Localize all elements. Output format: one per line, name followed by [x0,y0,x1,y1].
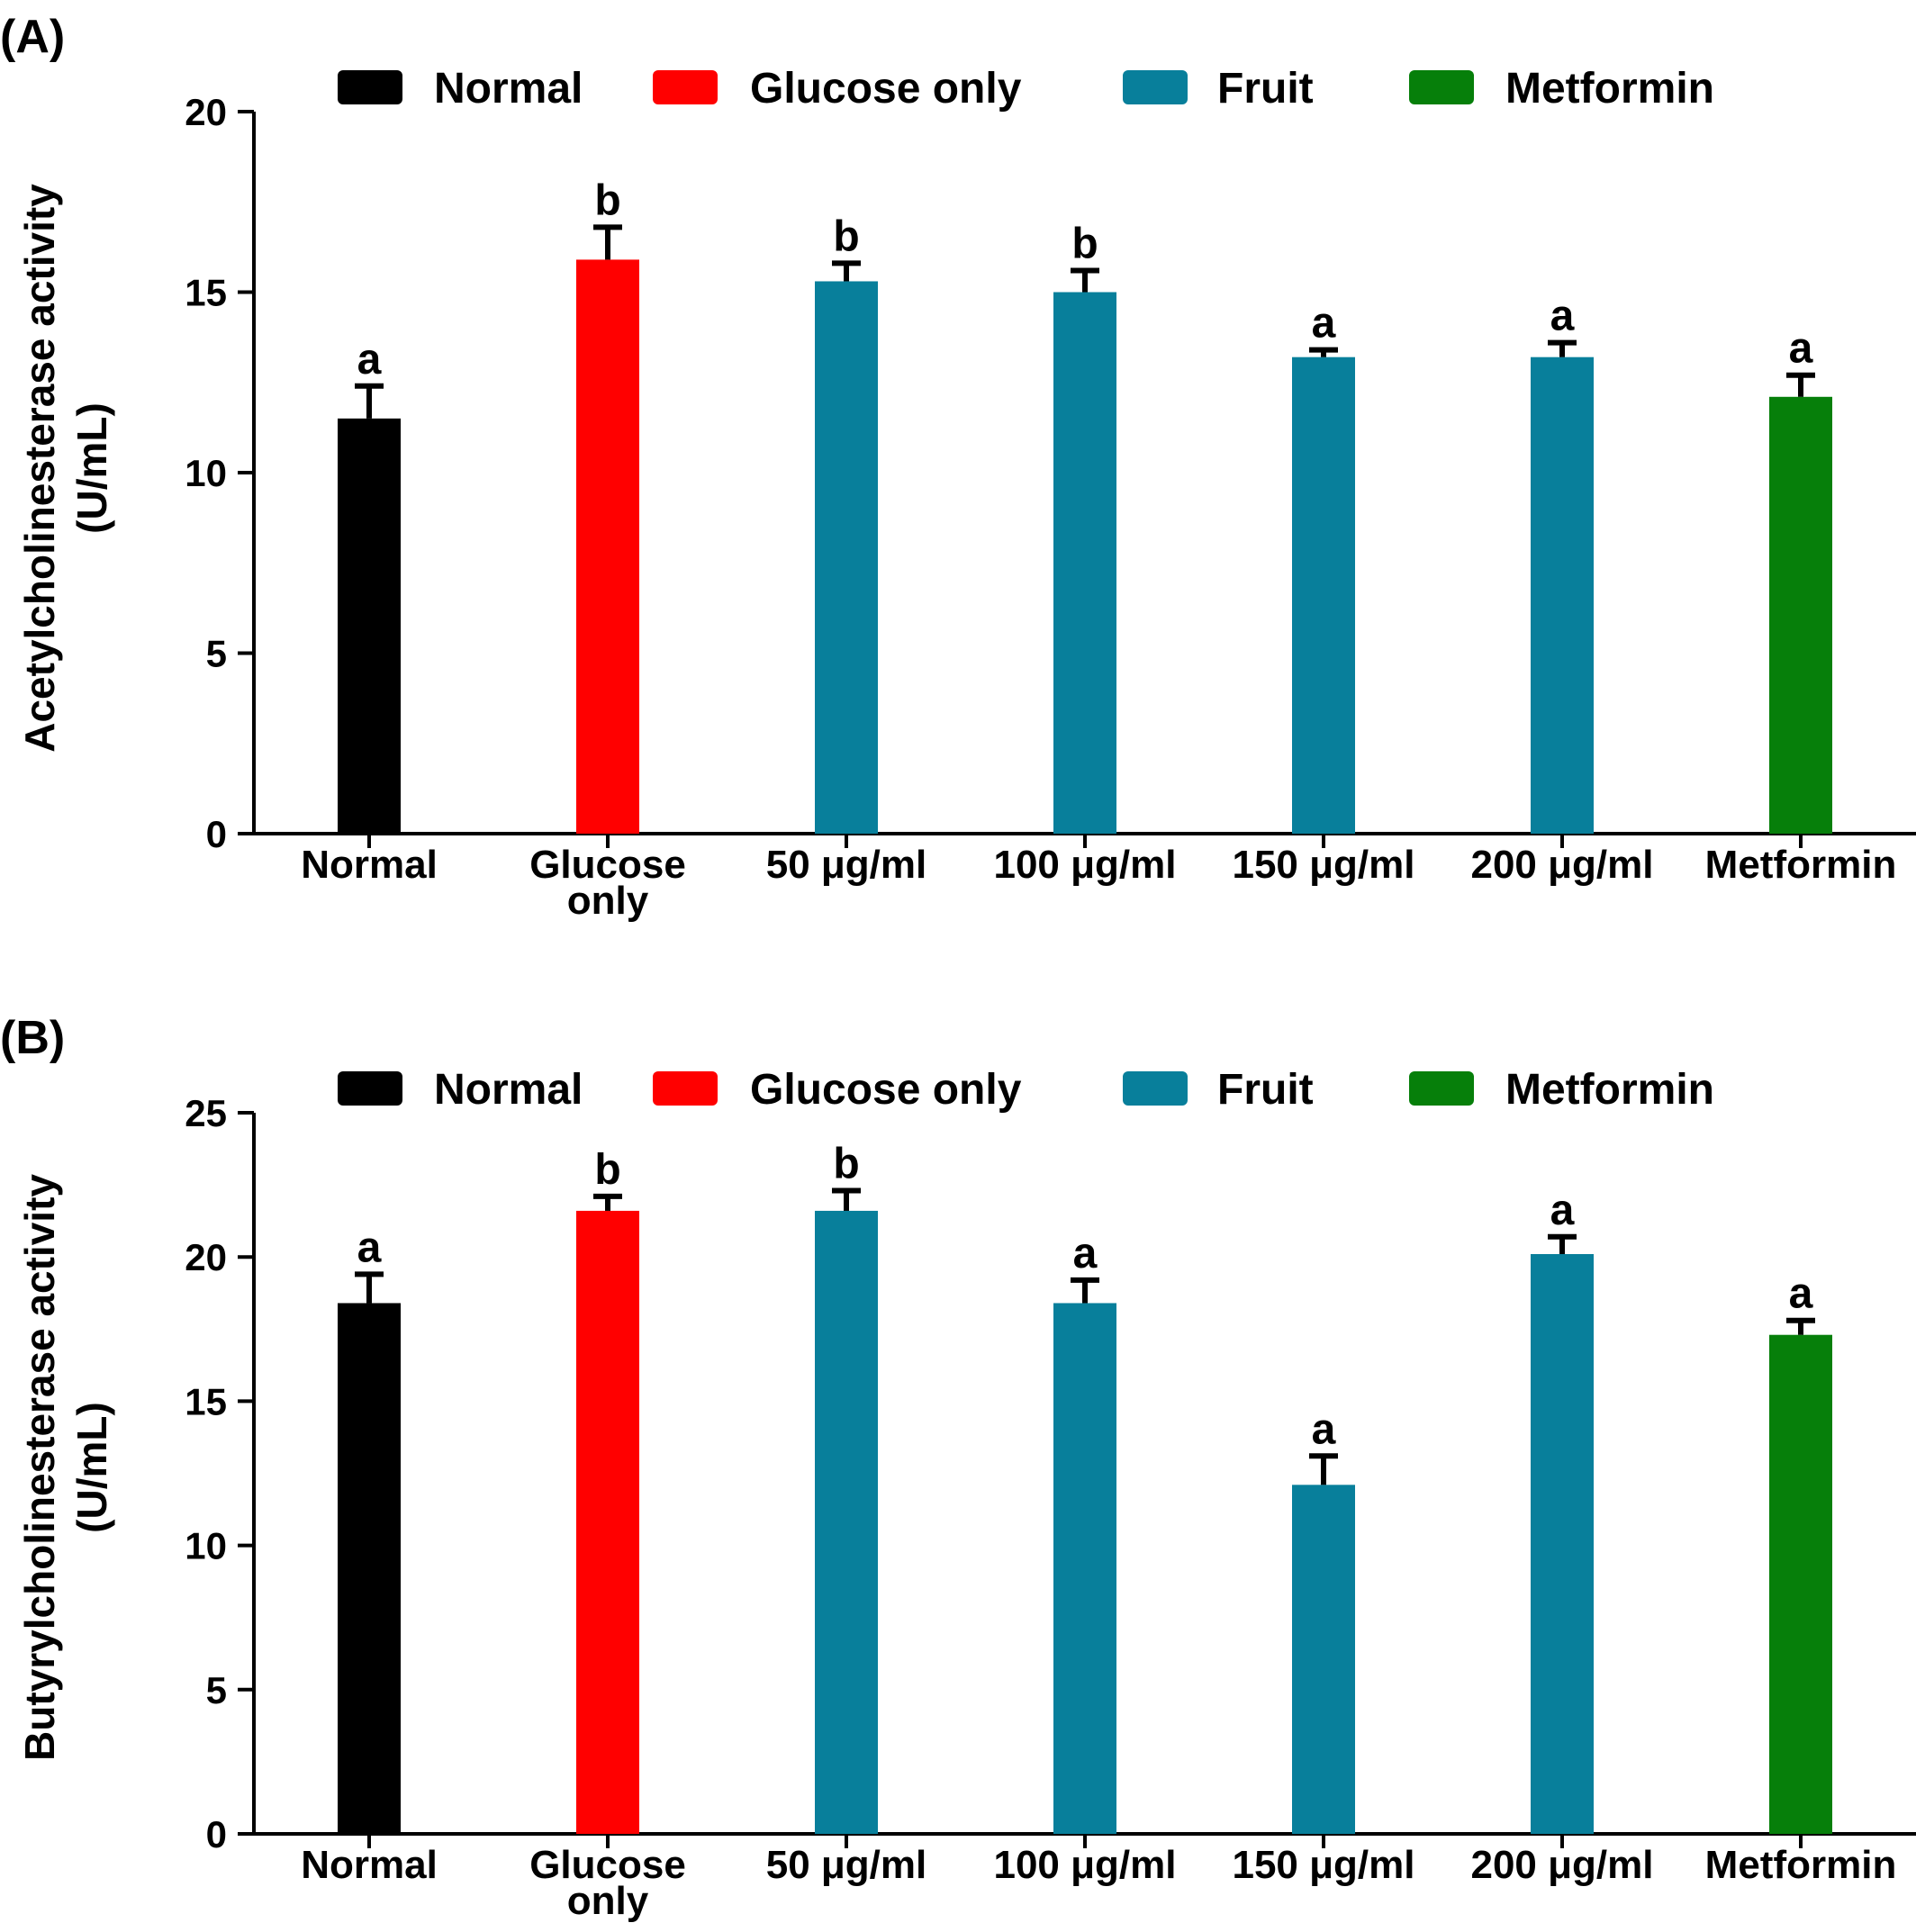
y-tick-label: 20 [185,1236,227,1278]
y-tick-label: 0 [206,1813,227,1855]
bar [1531,1253,1594,1834]
category-label: 200 μg/ml [1470,1843,1653,1887]
y-axis-unit: (U/mL) [68,1402,115,1533]
category-label: 100 μg/ml [993,1843,1176,1887]
category-label: 150 μg/ml [1232,1843,1414,1887]
legend-label: Glucose only [750,1066,1022,1114]
panel-label: (B) [0,1012,65,1064]
bar [1292,1485,1355,1834]
significance-label: b [833,1141,859,1188]
bar [1769,396,1832,834]
significance-label: b [594,1146,620,1194]
significance-label: a [1312,1405,1336,1453]
bar [1053,292,1116,834]
category-label: Normal [301,843,438,887]
legend-label: Fruit [1217,65,1314,113]
category-label: Glucose [529,843,686,887]
category-label: Metformin [1705,1843,1897,1887]
category-label: 150 μg/ml [1232,843,1414,887]
legend-label: Fruit [1217,1066,1314,1114]
significance-label: a [1312,300,1336,348]
significance-label: a [357,336,382,384]
panel-a: (A) Normal Glucose only Fruit Metformin 0 5 10 1… [0,11,1916,923]
legend-swatch [1123,70,1188,104]
bar [1769,1334,1832,1834]
category-label: Metformin [1705,843,1897,887]
significance-label: a [1550,1187,1575,1234]
y-tick-label: 25 [185,1092,227,1134]
category-label: 200 μg/ml [1470,843,1653,887]
bar [1531,357,1594,834]
bar [338,418,401,834]
legend-swatch [1409,70,1474,104]
category-label: 50 μg/ml [766,1843,927,1887]
significance-label: b [1071,220,1098,267]
legend-swatch [338,1071,402,1106]
legend-label: Normal [434,65,583,113]
bar [576,259,639,834]
bar [815,281,878,835]
y-tick-label: 20 [185,91,227,133]
legend-swatch [1409,1071,1474,1106]
y-tick-label: 5 [206,1669,227,1711]
significance-label: a [1550,293,1575,340]
y-tick-label: 15 [185,1380,227,1422]
significance-label: b [833,212,859,260]
significance-label: a [1789,1270,1813,1318]
legend-label: Normal [434,1066,583,1114]
category-label: Glucose [529,1843,686,1887]
category-label: 100 μg/ml [993,843,1176,887]
category-label: only [567,1879,649,1923]
legend-swatch [1123,1071,1188,1106]
y-tick-label: 10 [185,452,227,494]
y-tick-label: 10 [185,1525,227,1567]
y-axis-title: Acetylcholinesterase activity [16,184,63,753]
significance-label: b [594,176,620,224]
category-label: 50 μg/ml [766,843,927,887]
category-label: Normal [301,1843,438,1887]
bar [1053,1303,1116,1834]
bar [815,1210,878,1834]
y-axis-unit: (U/mL) [68,402,115,534]
legend-label: Glucose only [750,65,1022,113]
legend-swatch [653,70,718,104]
bar [338,1303,401,1834]
panel-b: (B) Normal Glucose only Fruit Metformin 0 5 10 1… [0,1012,1916,1923]
significance-label: a [1073,1230,1098,1277]
category-label: only [567,879,649,923]
y-tick-label: 5 [206,633,227,675]
y-tick-label: 0 [206,813,227,855]
bar [1292,357,1355,834]
significance-label: a [357,1223,382,1271]
legend-swatch [653,1071,718,1106]
bar [576,1210,639,1834]
y-tick-label: 15 [185,272,227,314]
panel-label: (A) [0,11,65,63]
y-axis-title: Butyrylcholinesterase activity [16,1174,63,1761]
legend-label: Metformin [1505,65,1714,113]
significance-label: a [1789,325,1813,373]
legend-swatch [338,70,402,104]
legend-label: Metformin [1505,1066,1714,1114]
